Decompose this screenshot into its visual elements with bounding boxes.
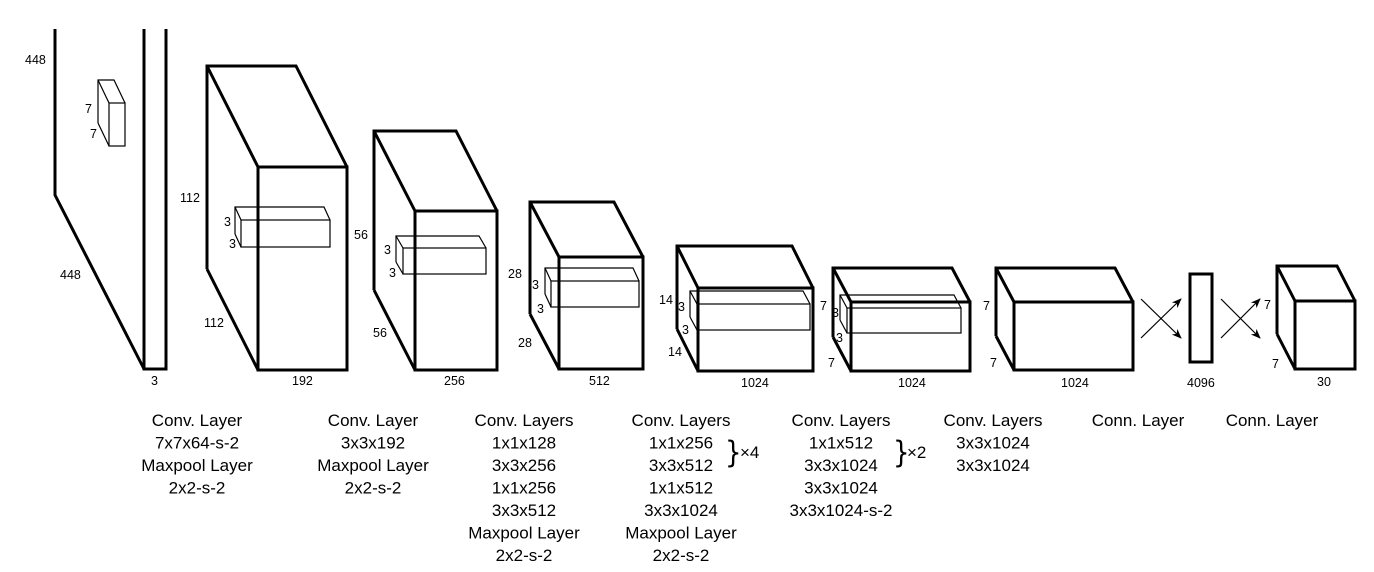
kernel-label: 3 (537, 302, 544, 316)
dim-label: 56 (373, 326, 387, 340)
caption-line: Conv. Layers (944, 411, 1043, 430)
kernel-label: 3 (229, 237, 236, 251)
fc-4096-vector (1188, 272, 1214, 364)
fc-arrows-1 (1140, 298, 1182, 339)
caption-line: 1x1x128 (492, 434, 556, 453)
dim-label: 14 (668, 345, 682, 359)
dim-label: 7 (828, 356, 835, 370)
dim-label: 112 (204, 316, 224, 330)
output-volume (1275, 264, 1357, 371)
feature-volume (994, 266, 1135, 372)
feature-volume (675, 244, 815, 373)
repeat-brace: } (893, 435, 910, 470)
kernel-cube (689, 290, 811, 331)
caption-line: 3x3x1024 (644, 501, 718, 520)
arrow-icon (1220, 298, 1261, 339)
caption-line: 3x3x256 (492, 456, 556, 475)
caption-line: Maxpool Layer (468, 524, 580, 543)
dim-label: 448 (25, 53, 46, 67)
fc-arrows-2 (1220, 298, 1261, 339)
kernel-label: 3 (832, 306, 839, 320)
caption-line: Conn. Layer (1226, 411, 1319, 430)
caption-line: 3x3x1024 (956, 456, 1030, 475)
kernel-label: 3 (532, 278, 539, 292)
caption-line: Maxpool Layer (141, 456, 253, 475)
caption-line: 3x3x512 (649, 456, 713, 475)
kernel-cube (395, 235, 487, 275)
caption-line: 1x1x512 (809, 434, 873, 453)
kernel-label: 3 (682, 323, 689, 337)
dim-label: 7 (983, 299, 990, 313)
kernel-cube (544, 267, 640, 308)
caption-line: Conn. Layer (1092, 411, 1185, 430)
kernel-cube (97, 79, 126, 147)
dim-label: 1024 (1061, 376, 1089, 390)
caption-line: 1x1x256 (649, 434, 713, 453)
kernel-label: 3 (389, 266, 396, 280)
caption-line: Maxpool Layer (317, 456, 429, 475)
repeat-brace: } (725, 435, 742, 470)
dim-label: 7 (1272, 357, 1279, 371)
dim-label: 7 (990, 356, 997, 370)
caption-line: Maxpool Layer (625, 524, 737, 543)
kernel-label: 7 (90, 127, 97, 141)
kernel-label: 3 (678, 300, 685, 314)
feature-volume (528, 200, 645, 371)
dim-label: 28 (518, 336, 532, 350)
dim-label: 192 (292, 374, 313, 388)
kernel-label: 3 (384, 243, 391, 257)
caption-line: 3x3x512 (492, 501, 556, 520)
dim-label: 56 (354, 228, 368, 242)
caption-line: 2x2-s-2 (345, 479, 402, 498)
dim-label: 112 (180, 191, 200, 205)
kernel-label: 3 (836, 331, 843, 345)
caption-line: Conv. Layer (152, 411, 243, 430)
dim-label: 1024 (741, 376, 769, 390)
dim-label: 7 (820, 299, 827, 313)
dim-label: 512 (589, 374, 610, 388)
dim-label: 28 (508, 267, 522, 281)
dim-label: 448 (60, 268, 81, 282)
caption-line: Conv. Layers (632, 411, 731, 430)
caption-line: 2x2-s-2 (653, 546, 710, 565)
caption-line: 3x3x1024 (804, 479, 878, 498)
kernel-label: 7 (85, 102, 92, 116)
caption-line: Conv. Layer (328, 411, 419, 430)
dim-label: 4096 (1187, 376, 1215, 390)
feature-volume (205, 64, 349, 372)
caption-line: 7x7x64-s-2 (155, 434, 239, 453)
caption-line: 3x3x1024 (804, 456, 878, 475)
caption-line: Conv. Layers (475, 411, 574, 430)
input-image-plane (53, 29, 168, 371)
layer-captions: Conv. Layer 7x7x64-s-2 Maxpool Layer 2x2-s-… (141, 411, 1318, 565)
caption-line: 3x3x192 (341, 434, 405, 453)
dim-label: 30 (1317, 375, 1331, 389)
feature-volume (372, 129, 499, 372)
dim-label: 7 (1264, 298, 1271, 312)
dim-label: 14 (659, 293, 673, 307)
repeat-count: ×2 (907, 443, 926, 462)
caption-line: Conv. Layers (792, 411, 891, 430)
caption-line: 1x1x512 (649, 479, 713, 498)
caption-line: 3x3x1024 (956, 434, 1030, 453)
feature-volume (831, 266, 972, 373)
caption-line: 2x2-s-2 (496, 546, 553, 565)
arrow-icon (1140, 298, 1182, 339)
kernel-cube (839, 294, 962, 334)
caption-line: 1x1x256 (492, 479, 556, 498)
dim-label: 1024 (898, 376, 926, 390)
dim-label: 256 (444, 374, 465, 388)
kernel-label: 3 (224, 215, 231, 229)
caption-line: 3x3x1024-s-2 (789, 501, 892, 520)
caption-line: 2x2-s-2 (169, 479, 226, 498)
kernel-cube (234, 206, 331, 248)
dim-label: 3 (151, 374, 158, 388)
repeat-count: ×4 (740, 443, 759, 462)
